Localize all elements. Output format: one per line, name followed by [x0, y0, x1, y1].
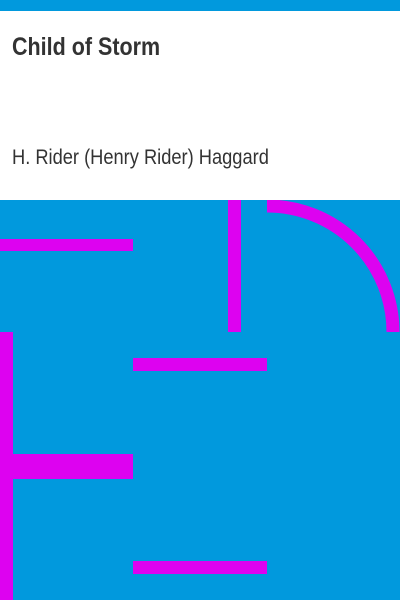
artwork-background [0, 200, 400, 600]
pattern-bar-bottom [133, 561, 267, 574]
book-author: H. Rider (Henry Rider) Haggard [12, 146, 269, 169]
pattern-arc [266, 200, 400, 333]
cover-artwork [0, 200, 400, 600]
book-title: Child of Storm [12, 33, 161, 61]
pattern-bar-left-thick [0, 454, 133, 479]
artwork-pattern [0, 200, 280, 600]
pattern-bar-middle [133, 358, 267, 371]
pattern-bar-vertical-center [228, 200, 241, 332]
top-stripe [0, 0, 400, 11]
pattern-bar-top-left [0, 239, 133, 251]
